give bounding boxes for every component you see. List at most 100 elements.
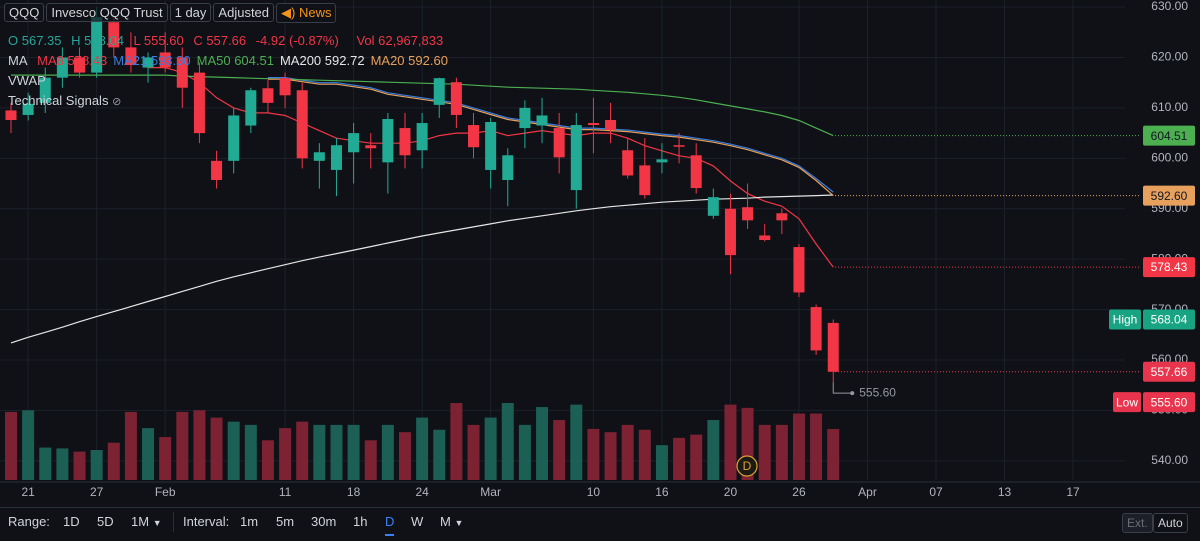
range-1m[interactable]: 1M ▼ xyxy=(131,514,162,529)
ma-legend: MA MA8 578.43 MA21 593.30 MA50 604.51 MA200… xyxy=(8,53,454,68)
price-tag xyxy=(1143,125,1195,146)
ma-line xyxy=(10,194,834,344)
open-key: O xyxy=(8,33,19,48)
volume-bar xyxy=(792,413,805,480)
volume-bar xyxy=(39,447,52,480)
candle-body xyxy=(536,115,548,126)
volume-bar xyxy=(107,442,120,480)
x-tick-label: Feb xyxy=(155,485,176,499)
x-tick-label: 10 xyxy=(587,485,601,499)
divider xyxy=(173,512,174,532)
x-tick-label: Apr xyxy=(858,485,877,499)
candle-body xyxy=(639,165,651,196)
volume-bar xyxy=(193,410,206,480)
candle-body xyxy=(553,128,565,158)
candle-body xyxy=(519,107,531,129)
candle-body xyxy=(56,57,68,78)
candle-body xyxy=(22,103,34,115)
price-tag-label: 557.66 xyxy=(1151,365,1188,379)
news-button[interactable]: ◀) News xyxy=(276,3,337,23)
change: -4.92 (-0.87%) xyxy=(255,33,339,48)
candle-body xyxy=(296,90,308,159)
volume-bar xyxy=(655,445,668,480)
volume-bar xyxy=(5,411,17,480)
volume-bar xyxy=(810,413,823,480)
price-tag xyxy=(1143,361,1195,382)
volume-bar xyxy=(536,407,549,480)
interval-1h[interactable]: 1h xyxy=(353,514,368,529)
volume-bar xyxy=(827,428,840,480)
eye-off-icon[interactable]: ⊘ xyxy=(112,96,122,108)
candle-body xyxy=(279,78,291,96)
low-tag-label: Low xyxy=(1116,395,1138,409)
volume-key: Vol xyxy=(356,33,375,48)
dividend-marker xyxy=(736,455,758,477)
ext-button[interactable]: Ext. xyxy=(1122,513,1153,533)
interval-w[interactable]: W xyxy=(411,514,424,529)
low-pointer xyxy=(832,382,852,394)
y-tick-label: 610.00 xyxy=(1151,100,1188,114)
interval[interactable]: 1 day xyxy=(169,3,212,22)
auto-button[interactable]: Auto xyxy=(1153,513,1188,533)
candle-body xyxy=(605,120,617,131)
volume-bar xyxy=(416,417,429,480)
candle-body xyxy=(759,235,771,240)
interval-1m[interactable]: 1m xyxy=(240,514,259,529)
close: 557.66 xyxy=(206,33,247,48)
volume-bar xyxy=(553,420,566,480)
candle-body xyxy=(159,52,171,68)
x-tick-label: 16 xyxy=(655,485,669,499)
volume-bar xyxy=(159,437,172,480)
candle-body xyxy=(176,57,188,88)
range-5d[interactable]: 5D xyxy=(97,514,114,529)
ma-key: MA xyxy=(8,53,28,68)
open: 567.35 xyxy=(21,33,62,48)
candle-body xyxy=(399,128,411,156)
interval-d[interactable]: D xyxy=(385,514,395,536)
candle-body xyxy=(656,159,668,163)
candle-body xyxy=(39,77,51,103)
interval-m[interactable]: M ▼ xyxy=(440,514,463,529)
volume-bar xyxy=(124,411,137,480)
candle-body xyxy=(262,88,274,103)
symbol[interactable]: QQQ xyxy=(4,3,45,22)
high-tag xyxy=(1109,309,1141,330)
candle-body xyxy=(827,322,839,372)
name: Invesco QQQ Trust xyxy=(46,3,168,22)
toolbar-separator xyxy=(0,507,1200,508)
interval-5m[interactable]: 5m xyxy=(276,514,295,529)
interval-30m[interactable]: 30m xyxy=(311,514,337,529)
volume-bar xyxy=(90,450,103,480)
price-tag-label: 568.04 xyxy=(1151,313,1188,327)
technical-signals[interactable]: Technical Signals ⊘ xyxy=(8,93,121,108)
candle-body xyxy=(382,118,394,163)
price-tag xyxy=(1143,309,1195,330)
caret: ▼ xyxy=(454,518,464,528)
candle-body xyxy=(74,57,86,73)
adjustment[interactable]: Adjusted xyxy=(213,3,275,22)
volume-bar xyxy=(330,424,343,480)
range-1d[interactable]: 1D xyxy=(63,514,80,529)
volume-bar xyxy=(296,421,309,480)
candle-body xyxy=(108,22,120,48)
ma-value: 592.72 xyxy=(324,53,365,68)
ma-value: 592.60 xyxy=(408,53,448,68)
x-tick-label: 17 xyxy=(1066,485,1080,499)
candle-body xyxy=(810,307,822,351)
volume-bar xyxy=(450,403,463,480)
volume-bar xyxy=(261,440,274,480)
volume-bar xyxy=(56,448,69,480)
volume: 62,967,833 xyxy=(378,33,444,48)
x-tick-label: 11 xyxy=(279,485,292,499)
high: 568.04 xyxy=(84,33,124,48)
y-tick-label: 600.00 xyxy=(1151,150,1188,164)
candle-body xyxy=(622,150,634,176)
candle-body xyxy=(5,110,17,120)
y-tick-label: 620.00 xyxy=(1151,50,1188,64)
candle-body xyxy=(348,133,360,153)
x-tick-label: 26 xyxy=(792,485,806,499)
volume-bar xyxy=(724,404,737,480)
volume-bar xyxy=(22,410,35,480)
